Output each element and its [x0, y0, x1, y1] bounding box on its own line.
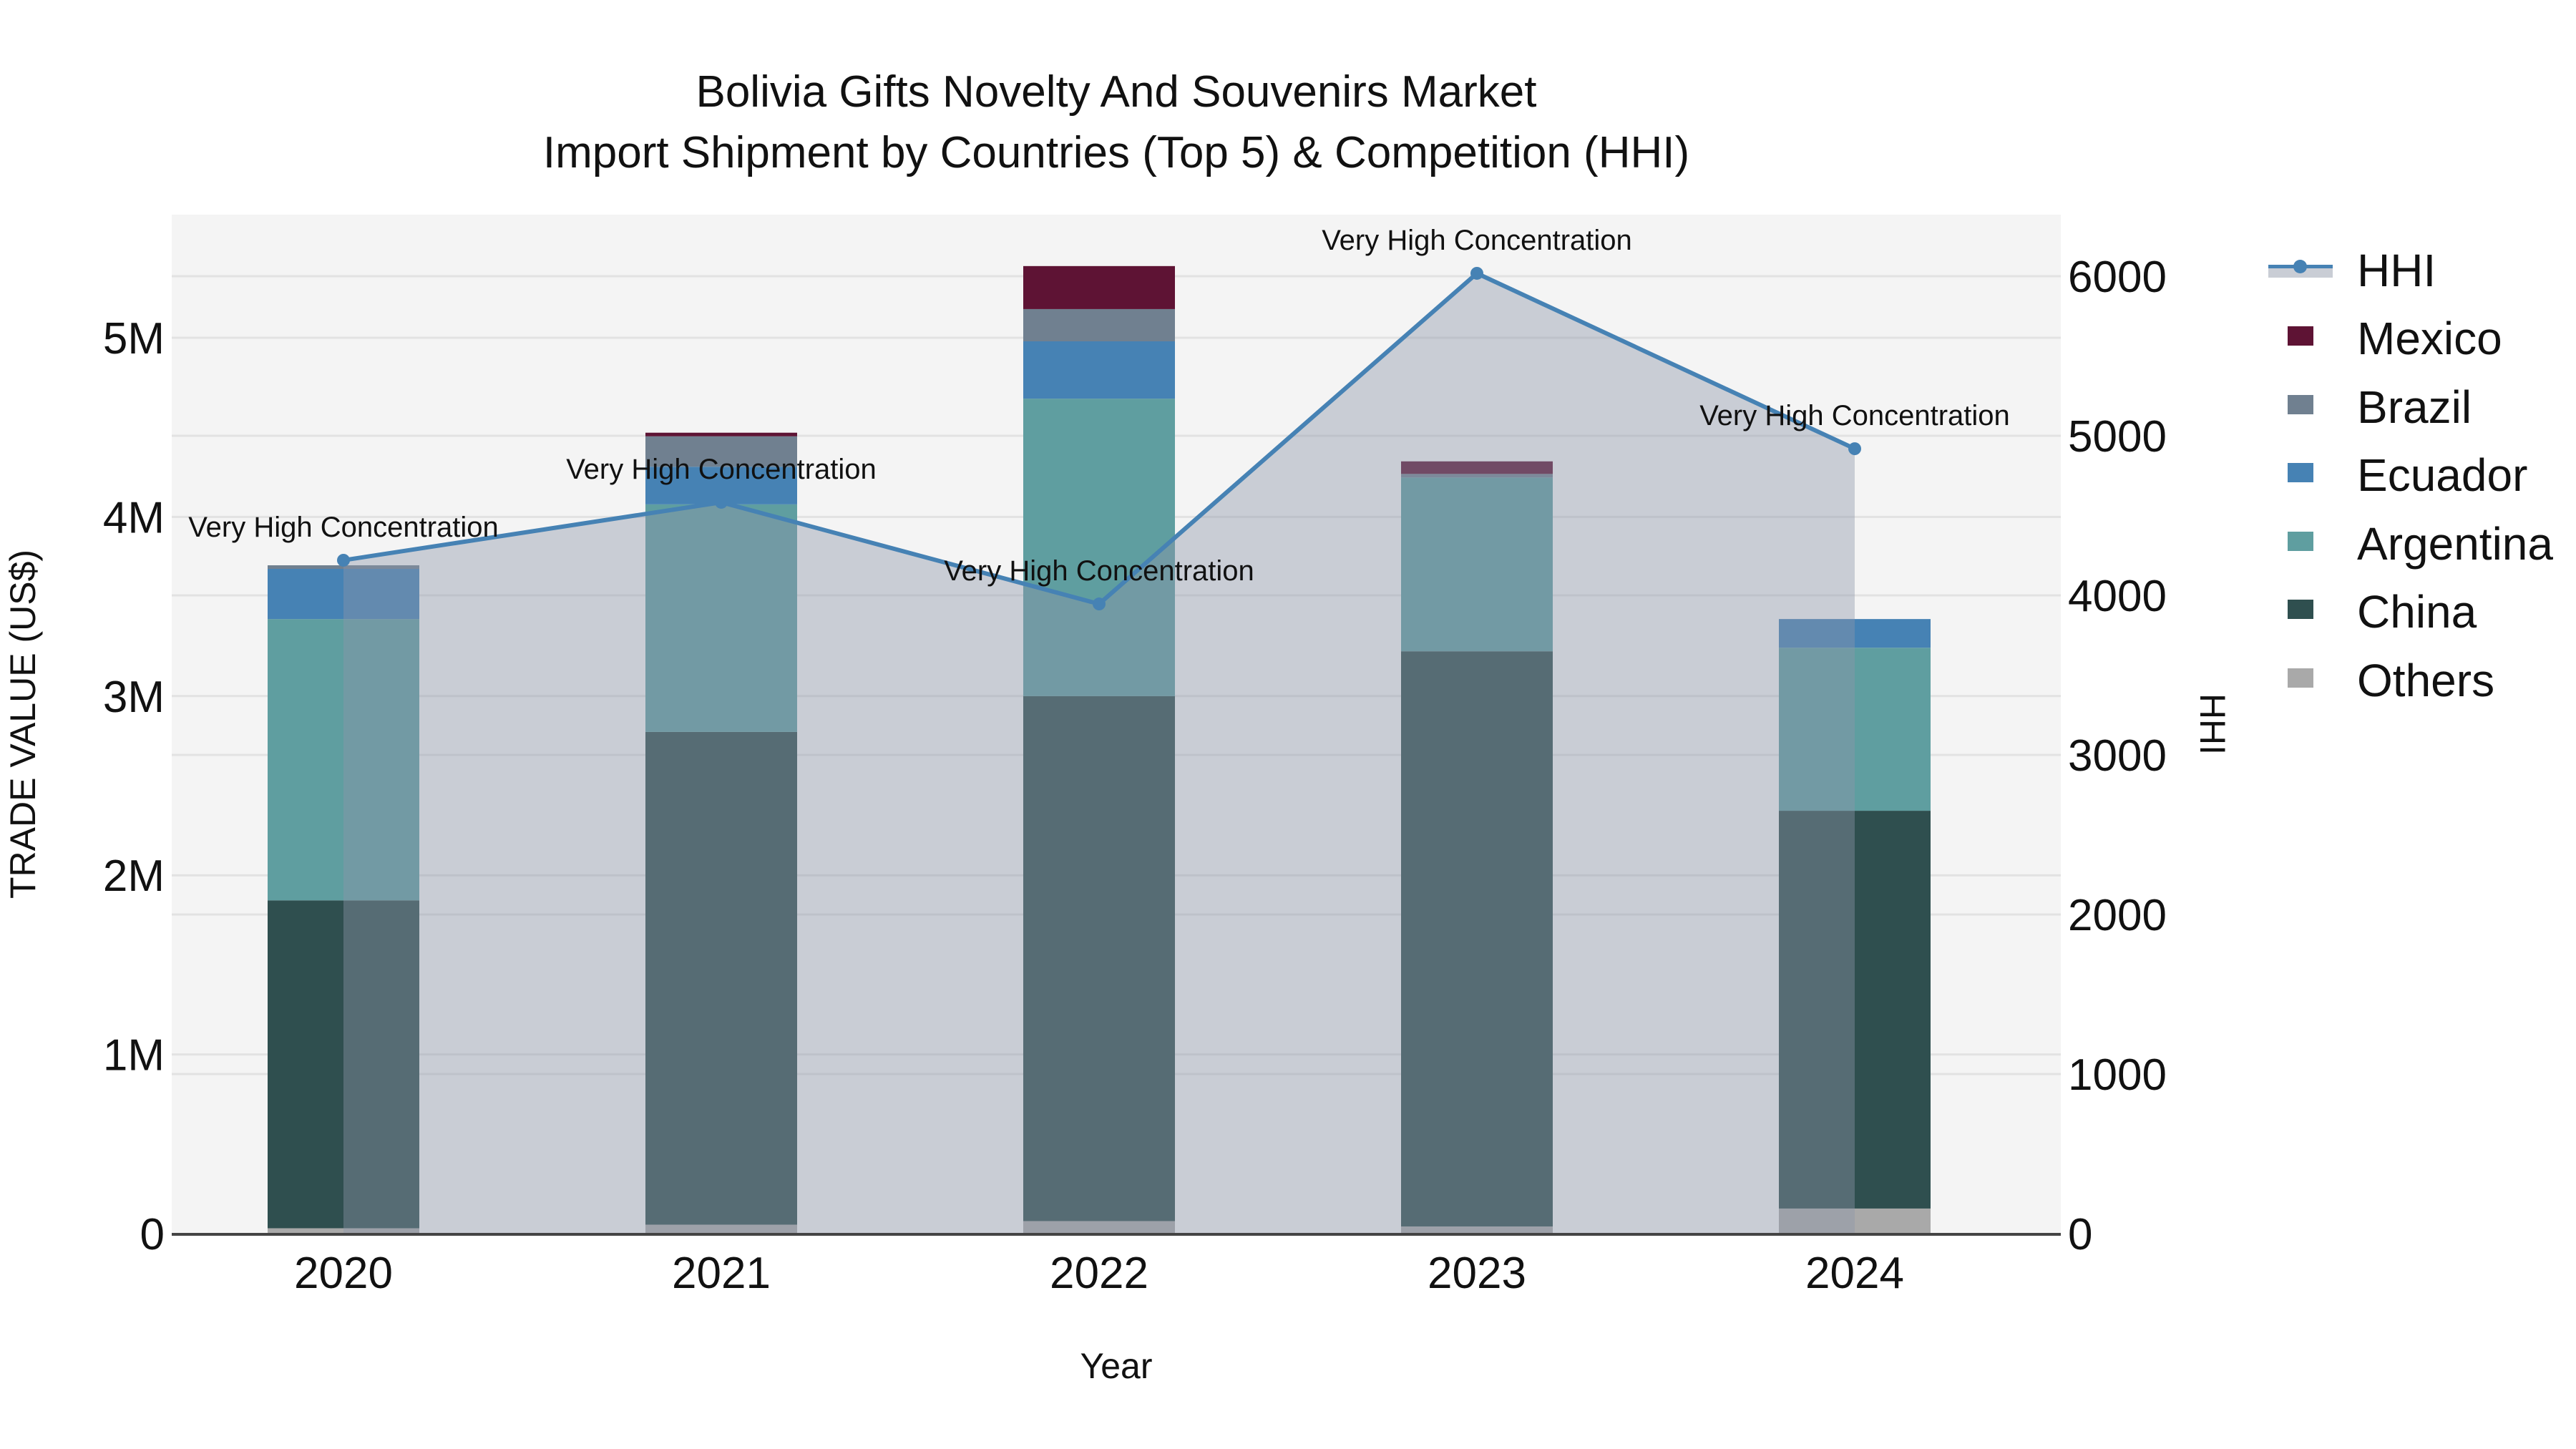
- hhi-annotation: Very High Concentration: [566, 454, 877, 485]
- legend-label: China: [2357, 586, 2477, 638]
- y2-tick-label: 1000: [2068, 1050, 2167, 1100]
- legend-label: Others: [2357, 654, 2495, 706]
- y2-tick-label: 6000: [2068, 253, 2167, 302]
- x-tick-label: 2023: [1428, 1249, 1526, 1298]
- y-tick-label: 3M: [103, 673, 165, 722]
- hhi-annotation: Very High Concentration: [188, 512, 499, 543]
- bar-segment-china[interactable]: [268, 900, 419, 1229]
- bar-segment-argentina[interactable]: [268, 619, 419, 901]
- bar-segment-argentina[interactable]: [1401, 477, 1553, 652]
- bar-segment-others[interactable]: [645, 1224, 797, 1234]
- square-swatch-icon: [2288, 668, 2313, 688]
- bar-segment-argentina[interactable]: [645, 504, 797, 732]
- hhi-marker[interactable]: [337, 553, 350, 567]
- bar-segment-brazil[interactable]: [268, 565, 419, 570]
- x-tick-label: 2022: [1050, 1249, 1148, 1298]
- legend-item-ecuador[interactable]: Ecuador: [2268, 441, 2553, 510]
- hhi-annotation: Very High Concentration: [944, 555, 1254, 587]
- hhi-area: [343, 273, 1855, 1234]
- y2-tick-label: 0: [2068, 1210, 2092, 1259]
- chart-title-line1: Bolivia Gifts Novelty And Souvenirs Mark…: [696, 67, 1537, 117]
- legend-item-mexico[interactable]: Mexico: [2268, 305, 2553, 374]
- legend-item-others[interactable]: Others: [2268, 646, 2553, 715]
- bar-segment-ecuador[interactable]: [1779, 619, 1931, 648]
- legend-item-brazil[interactable]: Brazil: [2268, 373, 2553, 441]
- bar-segment-brazil[interactable]: [1401, 474, 1553, 478]
- chart-title-line2: Import Shipment by Countries (Top 5) & C…: [542, 128, 1690, 177]
- y-tick-label: 4M: [103, 493, 165, 542]
- hhi-marker[interactable]: [715, 495, 728, 509]
- square-swatch-icon: [2288, 531, 2313, 551]
- square-swatch-icon: [2288, 463, 2313, 483]
- bar-segment-china[interactable]: [1779, 811, 1931, 1209]
- x-axis-title: Year: [1080, 1346, 1153, 1386]
- y-axis-title: TRADE VALUE (US$): [3, 549, 43, 899]
- x-tick-label: 2020: [294, 1249, 393, 1298]
- legend-item-hhi[interactable]: HHI: [2268, 236, 2553, 305]
- bar-segment-china[interactable]: [1023, 696, 1175, 1221]
- bar-segment-others[interactable]: [1401, 1226, 1553, 1234]
- legend-label: HHI: [2357, 244, 2436, 296]
- bar-segment-argentina[interactable]: [1023, 399, 1175, 696]
- hhi-annotation: Very High Concentration: [1699, 400, 2010, 431]
- legend-label: Brazil: [2357, 381, 2472, 433]
- y-tick-label: 0: [140, 1210, 165, 1259]
- bar-segment-ecuador[interactable]: [1023, 341, 1175, 399]
- legend-label: Ecuador: [2357, 449, 2528, 502]
- bar-segment-mexico[interactable]: [645, 432, 797, 436]
- bar-segment-argentina[interactable]: [1779, 648, 1931, 811]
- line-marker-icon: [2268, 256, 2333, 285]
- y2-tick-label: 2000: [2068, 891, 2167, 940]
- legend: HHI Mexico Brazil Ecuador Argentina Chin…: [2268, 236, 2553, 715]
- hhi-annotation: Very High Concentration: [1322, 225, 1632, 256]
- y-tick-label: 2M: [103, 852, 165, 901]
- y2-tick-label: 3000: [2068, 731, 2167, 781]
- legend-label: Mexico: [2357, 313, 2502, 365]
- hhi-marker[interactable]: [1470, 266, 1483, 280]
- x-tick-label: 2021: [672, 1249, 771, 1298]
- legend-item-china[interactable]: China: [2268, 578, 2553, 647]
- square-swatch-icon: [2288, 600, 2313, 620]
- y2-tick-label: 5000: [2068, 412, 2167, 462]
- square-swatch-icon: [2288, 326, 2313, 346]
- bar-segment-china[interactable]: [1401, 651, 1553, 1226]
- bar-segment-others[interactable]: [1023, 1221, 1175, 1234]
- y2-tick-label: 4000: [2068, 572, 2167, 621]
- y2-axis-title: HHI: [2192, 693, 2233, 756]
- x-tick-label: 2024: [1805, 1249, 1904, 1298]
- bar-segment-ecuador[interactable]: [268, 569, 419, 620]
- bar-segment-china[interactable]: [645, 731, 797, 1225]
- bar-segment-brazil[interactable]: [1023, 308, 1175, 342]
- bar-segment-brazil[interactable]: [645, 436, 797, 467]
- bar-segment-mexico[interactable]: [1401, 461, 1553, 474]
- bar-segment-others[interactable]: [1779, 1208, 1931, 1234]
- bar-segment-others[interactable]: [268, 1228, 419, 1234]
- y-tick-label: 1M: [103, 1031, 165, 1080]
- hhi-marker[interactable]: [1848, 442, 1861, 456]
- hhi-marker[interactable]: [1093, 597, 1106, 611]
- square-swatch-icon: [2288, 394, 2313, 414]
- bar-segment-mexico[interactable]: [1023, 265, 1175, 309]
- legend-item-argentina[interactable]: Argentina: [2268, 509, 2553, 578]
- y-tick-label: 5M: [103, 314, 165, 364]
- legend-label: Argentina: [2357, 517, 2553, 570]
